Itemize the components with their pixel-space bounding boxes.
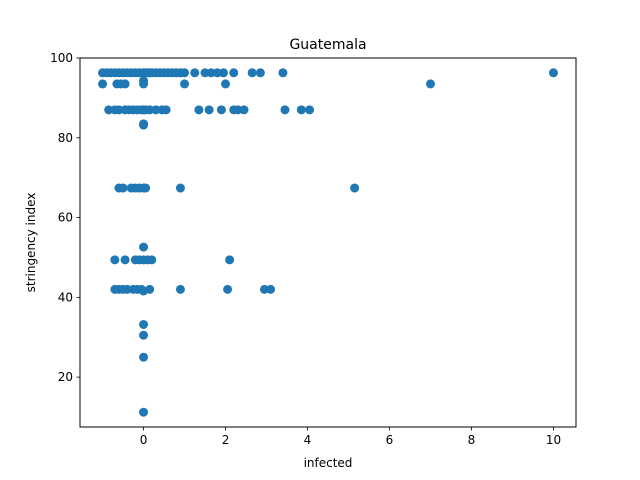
chart-title: Guatemala <box>289 37 366 53</box>
data-point-94 <box>175 284 185 294</box>
data-point-66 <box>139 119 149 129</box>
y-tick-label: 60 <box>58 211 73 225</box>
y-axis: 20 40 60 80 100 <box>50 51 80 384</box>
x-tick-label: 0 <box>140 433 148 447</box>
y-tick-label: 80 <box>58 131 73 145</box>
data-point-38 <box>139 76 149 86</box>
data-point-25 <box>206 68 216 78</box>
data-point-24 <box>200 68 210 78</box>
data-point-44 <box>114 105 124 115</box>
data-point-57 <box>204 105 214 115</box>
data-point-74 <box>175 183 185 193</box>
data-point-68 <box>118 183 128 193</box>
data-point-98 <box>139 319 149 329</box>
x-tick-label: 10 <box>546 433 561 447</box>
data-point-97 <box>266 284 276 294</box>
data-point-26 <box>212 68 222 78</box>
y-tick-label: 20 <box>58 370 73 384</box>
data-point-96 <box>259 284 269 294</box>
data-point-55 <box>161 105 171 115</box>
data-point-88 <box>122 284 132 294</box>
plot-frame <box>79 57 577 428</box>
x-axis: 0 2 4 6 8 10 <box>140 427 561 447</box>
data-point-83 <box>147 255 157 265</box>
data-point-61 <box>239 105 249 115</box>
data-point-93 <box>145 284 155 294</box>
data-point-40 <box>221 79 231 89</box>
data-point-73 <box>141 183 151 193</box>
y-tick-label: 100 <box>50 51 73 65</box>
data-point-78 <box>120 255 130 265</box>
data-point-101 <box>139 407 149 417</box>
data-point-29 <box>247 68 257 78</box>
data-point-42 <box>104 105 114 115</box>
y-tick-label: 40 <box>58 290 73 304</box>
x-tick-label: 4 <box>304 433 312 447</box>
data-point-31 <box>278 68 288 78</box>
data-point-84 <box>225 255 235 265</box>
y-axis-label: stringency index <box>24 193 38 293</box>
data-point-56 <box>194 105 204 115</box>
data-point-30 <box>255 68 265 78</box>
data-point-77 <box>110 255 120 265</box>
data-point-32 <box>548 68 558 78</box>
data-point-63 <box>296 105 306 115</box>
x-tick-label: 8 <box>468 433 476 447</box>
data-point-41 <box>425 79 435 89</box>
data-point-60 <box>233 105 243 115</box>
data-point-76 <box>139 242 149 252</box>
data-point-23 <box>190 68 200 78</box>
x-tick-label: 2 <box>222 433 230 447</box>
x-axis-label: infected <box>304 456 353 470</box>
points-layer <box>98 68 558 417</box>
data-point-33 <box>98 79 108 89</box>
data-point-28 <box>229 68 239 78</box>
data-point-75 <box>350 183 360 193</box>
data-point-95 <box>223 284 233 294</box>
data-point-22 <box>180 68 190 78</box>
data-point-99 <box>139 330 149 340</box>
data-point-27 <box>218 68 228 78</box>
data-point-100 <box>139 352 149 362</box>
data-point-53 <box>151 105 161 115</box>
data-point-36 <box>120 79 130 89</box>
x-tick-label: 6 <box>386 433 394 447</box>
data-point-39 <box>180 79 190 89</box>
data-point-58 <box>216 105 226 115</box>
data-point-64 <box>305 105 315 115</box>
data-point-62 <box>280 105 290 115</box>
